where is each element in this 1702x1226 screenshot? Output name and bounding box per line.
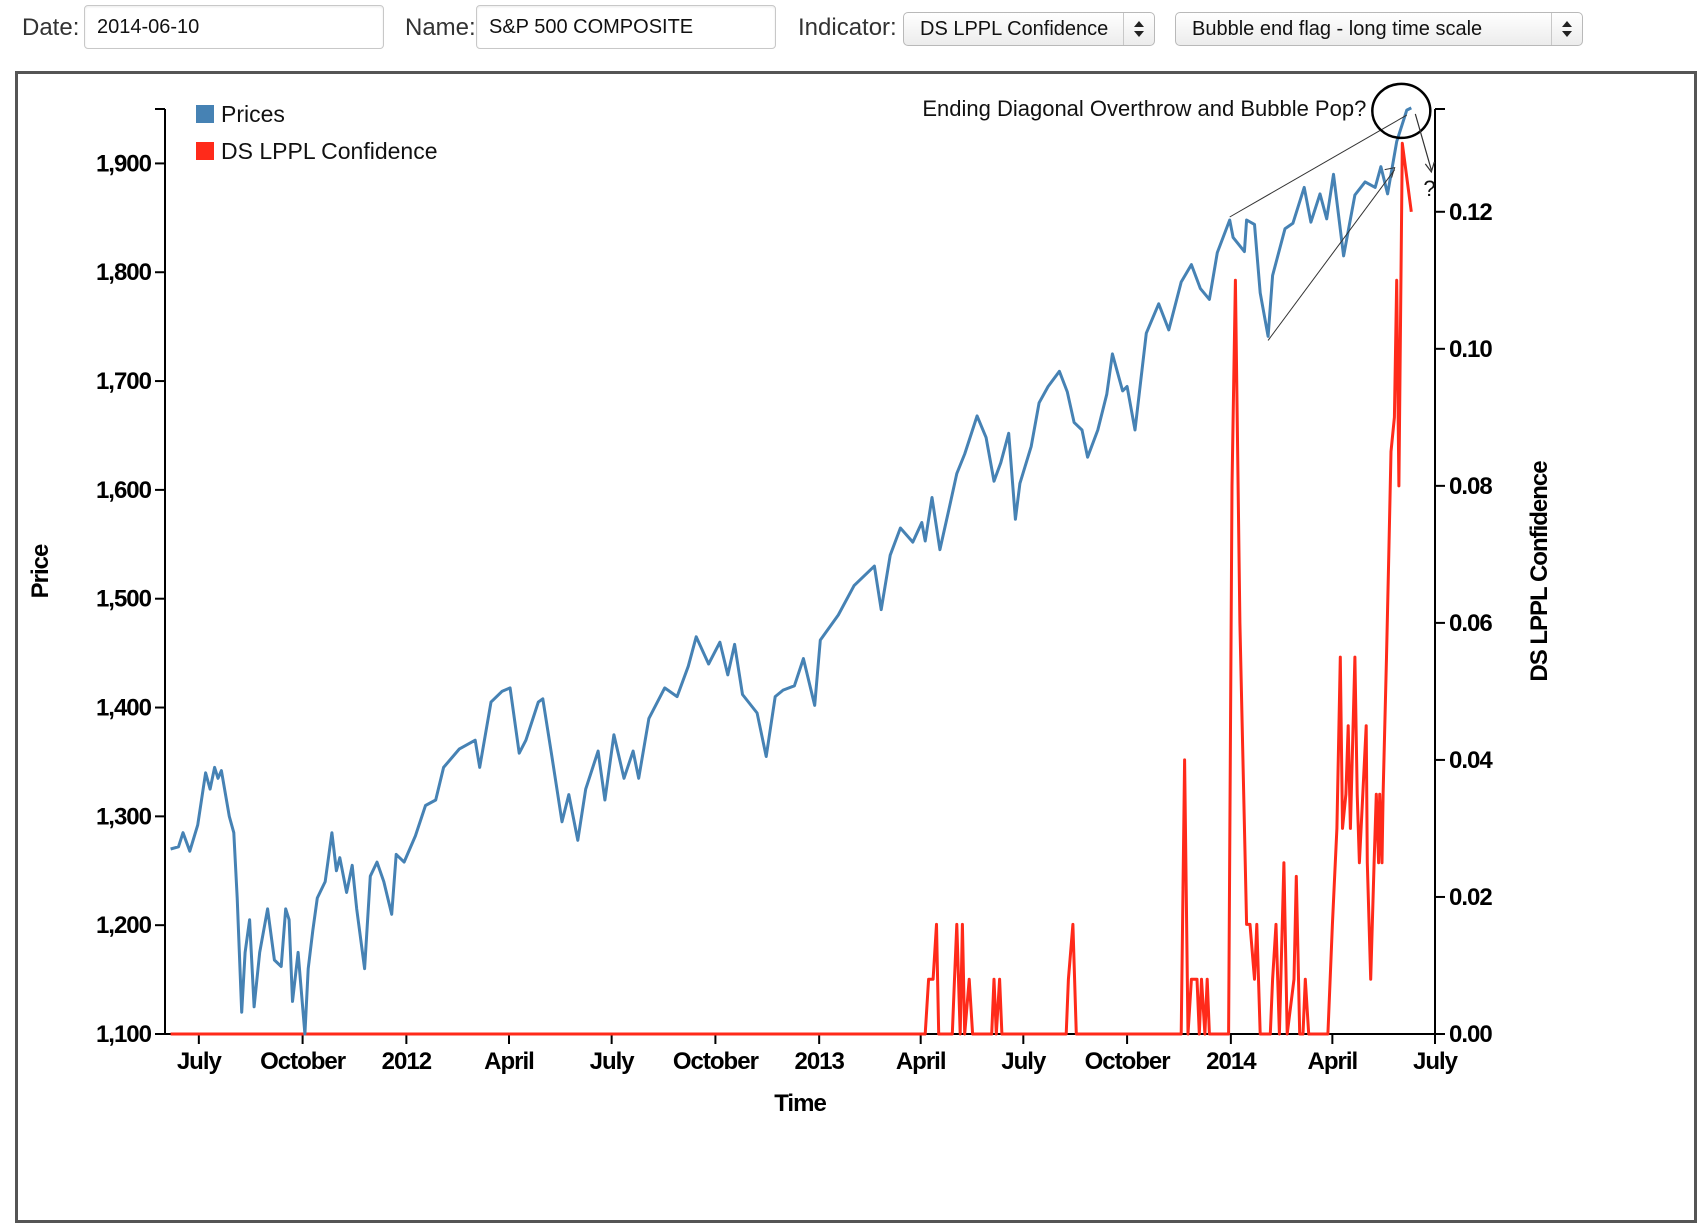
x-tick-label: April [896, 1048, 946, 1075]
x-axis-title: Time [774, 1090, 826, 1117]
date-label: Date: [22, 14, 80, 41]
y2-tick-label: 0.02 [1449, 884, 1492, 911]
select-arrows-icon [1551, 13, 1582, 45]
annotation-question-mark: ? [1423, 176, 1435, 201]
y2-axis-title: DS LPPL Confidence [1526, 461, 1553, 682]
x-tick-label: 2014 [1206, 1048, 1257, 1075]
x-tick-label: July [1001, 1048, 1047, 1075]
y2-tick-label: 0.08 [1449, 473, 1492, 500]
x-tick-label: 2013 [794, 1048, 844, 1075]
legend-confidence-label: DS LPPL Confidence [221, 138, 438, 164]
name-label: Name: [405, 14, 476, 41]
pop-arrowhead [1424, 161, 1435, 174]
confidence-series-line [170, 141, 1413, 1036]
y-tick-label: 1,300 [96, 803, 152, 830]
y2-tick-label: 0.00 [1449, 1021, 1492, 1048]
y2-tick-label: 0.04 [1449, 747, 1493, 774]
y-axis-title: Price [27, 544, 54, 598]
lower-trendline-arrowhead [1384, 166, 1396, 178]
y-tick-label: 1,900 [96, 150, 152, 177]
top-highlight-circle [1371, 82, 1432, 140]
x-tick-label: 2012 [382, 1048, 432, 1075]
y-tick-label: 1,700 [96, 368, 152, 395]
y2-tick-label: 0.10 [1449, 336, 1492, 363]
flag-select[interactable]: Bubble end flag - long time scale [1175, 12, 1583, 46]
flag-select-value: Bubble end flag - long time scale [1192, 18, 1483, 40]
toolbar: Date: 2014-06-10 Name: S&P 500 COMPOSITE… [0, 0, 1702, 58]
y2-tick-label: 0.12 [1449, 199, 1492, 226]
pop-arrow [1414, 113, 1432, 171]
x-tick-label: July [590, 1048, 636, 1075]
legend-prices-swatch [196, 105, 214, 123]
chart-panel: 1,100 1,200 1,300 1,400 1,500 1,600 1,700 1,800… [15, 71, 1697, 1223]
name-input[interactable]: S&P 500 COMPOSITE [476, 5, 776, 49]
x-tick-label: April [484, 1048, 534, 1075]
annotation-text: Ending Diagonal Overthrow and Bubble Pop… [922, 96, 1366, 121]
lower-trendline [1267, 169, 1396, 341]
y-tick-label: 1,500 [96, 586, 152, 613]
legend-prices-label: Prices [221, 101, 285, 127]
select-arrows-icon [1123, 13, 1154, 45]
chart: 1,100 1,200 1,300 1,400 1,500 1,600 1,700 1,800… [27, 82, 1553, 1117]
x-tick-label: October [260, 1048, 346, 1075]
indicator-select-value: DS LPPL Confidence [920, 18, 1109, 40]
y-tick-label: 1,400 [96, 695, 152, 722]
prices-series-line [170, 106, 1412, 1036]
indicator-label: Indicator: [798, 14, 897, 41]
y2-tick-label: 0.06 [1449, 610, 1492, 637]
legend-confidence-swatch [196, 142, 214, 160]
upper-trendline [1229, 114, 1408, 218]
x-tick-label: October [673, 1048, 759, 1075]
y-tick-label: 1,600 [96, 477, 152, 504]
y-tick-label: 1,100 [96, 1021, 152, 1048]
y-tick-label: 1,800 [96, 259, 152, 286]
x-tick-label: July [177, 1048, 223, 1075]
x-tick-label: October [1085, 1048, 1171, 1075]
x-tick-label: April [1308, 1048, 1358, 1075]
x-tick-label: July [1413, 1048, 1459, 1075]
date-input[interactable]: 2014-06-10 [84, 5, 384, 49]
indicator-select[interactable]: DS LPPL Confidence [903, 12, 1155, 46]
y-tick-label: 1,200 [96, 912, 152, 939]
